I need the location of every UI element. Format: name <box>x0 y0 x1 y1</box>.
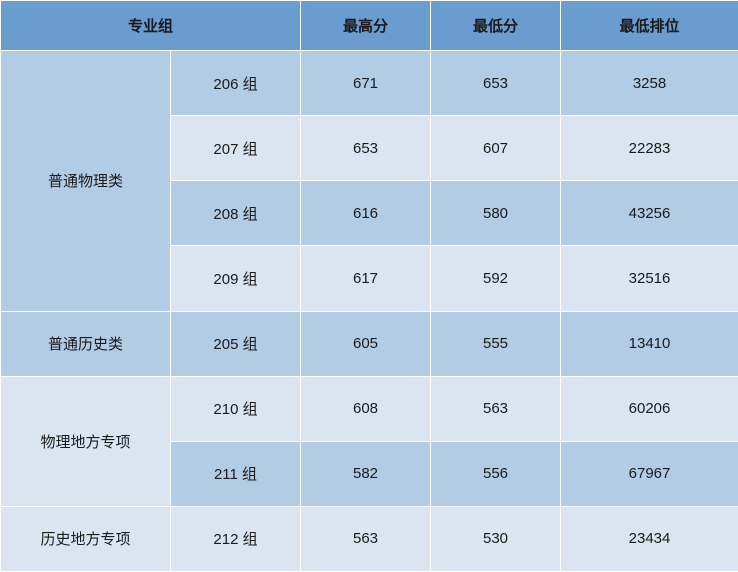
high-score-cell: 653 <box>301 116 431 181</box>
table-row: 物理地方专项210 组60856360206 <box>1 376 738 441</box>
low-score-cell: 555 <box>431 311 561 376</box>
low-score-cell: 556 <box>431 441 561 506</box>
group-cell: 208 组 <box>171 181 301 246</box>
low-rank-cell: 3258 <box>561 51 738 116</box>
category-cell: 历史地方专项 <box>1 506 171 571</box>
low-score-cell: 607 <box>431 116 561 181</box>
high-score-cell: 616 <box>301 181 431 246</box>
table-row: 普通历史类205 组60555513410 <box>1 311 738 376</box>
low-rank-cell: 22283 <box>561 116 738 181</box>
group-cell: 206 组 <box>171 51 301 116</box>
low-rank-cell: 43256 <box>561 181 738 246</box>
table-body: 普通物理类206 组6716533258207 组65360722283208 … <box>1 51 738 572</box>
high-score-cell: 617 <box>301 246 431 311</box>
high-score-cell: 582 <box>301 441 431 506</box>
group-cell: 207 组 <box>171 116 301 181</box>
high-score-cell: 671 <box>301 51 431 116</box>
header-high-score: 最高分 <box>301 1 431 51</box>
category-cell: 普通物理类 <box>1 51 171 312</box>
header-low-rank: 最低排位 <box>561 1 738 51</box>
category-cell: 物理地方专项 <box>1 376 171 506</box>
low-score-cell: 653 <box>431 51 561 116</box>
low-rank-cell: 60206 <box>561 376 738 441</box>
header-category: 专业组 <box>1 1 301 51</box>
admission-scores-table: 专业组 最高分 最低分 最低排位 普通物理类206 组6716533258207… <box>0 0 738 572</box>
high-score-cell: 608 <box>301 376 431 441</box>
low-rank-cell: 32516 <box>561 246 738 311</box>
group-cell: 209 组 <box>171 246 301 311</box>
low-score-cell: 580 <box>431 181 561 246</box>
table-header: 专业组 最高分 最低分 最低排位 <box>1 1 738 51</box>
low-score-cell: 563 <box>431 376 561 441</box>
low-score-cell: 530 <box>431 506 561 571</box>
group-cell: 205 组 <box>171 311 301 376</box>
low-score-cell: 592 <box>431 246 561 311</box>
group-cell: 211 组 <box>171 441 301 506</box>
table-row: 普通物理类206 组6716533258 <box>1 51 738 116</box>
group-cell: 210 组 <box>171 376 301 441</box>
low-rank-cell: 13410 <box>561 311 738 376</box>
category-cell: 普通历史类 <box>1 311 171 376</box>
group-cell: 212 组 <box>171 506 301 571</box>
low-rank-cell: 23434 <box>561 506 738 571</box>
high-score-cell: 605 <box>301 311 431 376</box>
low-rank-cell: 67967 <box>561 441 738 506</box>
header-low-score: 最低分 <box>431 1 561 51</box>
table-row: 历史地方专项212 组56353023434 <box>1 506 738 571</box>
high-score-cell: 563 <box>301 506 431 571</box>
